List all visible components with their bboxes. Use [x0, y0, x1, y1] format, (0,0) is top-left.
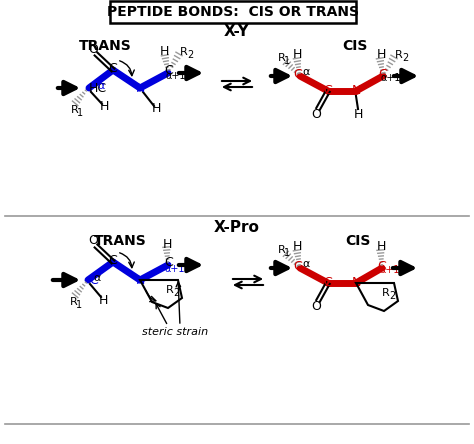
Text: X-Pro: X-Pro: [214, 221, 260, 235]
Text: N: N: [135, 274, 145, 288]
Text: C: C: [324, 277, 332, 289]
Text: α: α: [93, 273, 100, 283]
Text: C: C: [378, 259, 386, 273]
Text: N: N: [351, 84, 361, 98]
Text: 1: 1: [284, 56, 290, 66]
Text: α: α: [97, 81, 105, 91]
Text: R: R: [180, 47, 188, 57]
Text: 2: 2: [187, 50, 193, 60]
Text: R: R: [71, 105, 79, 115]
Text: α+1: α+1: [380, 265, 400, 275]
Text: TRANS: TRANS: [79, 39, 131, 53]
Text: O: O: [311, 301, 321, 313]
Text: C: C: [164, 257, 173, 270]
Text: C: C: [89, 274, 98, 286]
Text: PEPTIDE BONDS:  CIS OR TRANS: PEPTIDE BONDS: CIS OR TRANS: [107, 5, 359, 19]
Text: H: H: [292, 241, 301, 254]
Text: H: H: [292, 48, 301, 62]
Text: R: R: [278, 53, 286, 63]
Text: 1: 1: [284, 248, 290, 258]
Text: 2: 2: [389, 291, 395, 301]
Text: H: H: [376, 48, 386, 62]
Text: N: N: [135, 83, 145, 95]
Text: N: N: [351, 277, 361, 289]
Text: α: α: [302, 67, 310, 77]
Text: X-Y: X-Y: [224, 24, 250, 40]
FancyBboxPatch shape: [110, 1, 356, 23]
Text: R: R: [70, 297, 78, 307]
Text: H: H: [100, 100, 109, 114]
Text: α+1: α+1: [166, 71, 186, 81]
Text: 2: 2: [173, 288, 179, 298]
Text: H: H: [162, 238, 172, 250]
Text: C: C: [379, 67, 387, 80]
Text: R: R: [382, 288, 390, 298]
Text: O: O: [311, 107, 321, 120]
Text: H: H: [151, 103, 161, 115]
Text: α+1: α+1: [381, 73, 401, 83]
Text: H: H: [353, 107, 363, 120]
Text: 1: 1: [76, 300, 82, 310]
Text: R: R: [166, 285, 174, 295]
Text: O: O: [88, 44, 98, 56]
Text: H: H: [376, 241, 386, 254]
Text: C: C: [109, 254, 118, 266]
Text: α+1: α+1: [165, 264, 185, 274]
Text: C: C: [324, 84, 332, 98]
Text: CIS: CIS: [346, 234, 371, 248]
Text: 1: 1: [77, 108, 83, 118]
Text: H: H: [159, 45, 169, 59]
Text: C: C: [164, 64, 173, 78]
Text: O: O: [88, 234, 98, 247]
Text: R: R: [395, 50, 403, 60]
Text: steric strain: steric strain: [142, 327, 208, 337]
Text: C: C: [293, 259, 302, 273]
Text: 2: 2: [402, 53, 408, 63]
Text: TRANS: TRANS: [94, 234, 146, 248]
Text: CIS: CIS: [342, 39, 368, 53]
Text: α: α: [302, 259, 310, 269]
Text: R: R: [278, 245, 286, 255]
Text: H: H: [98, 294, 108, 308]
Text: C: C: [293, 67, 302, 80]
Text: C: C: [109, 62, 118, 75]
Text: HC: HC: [89, 82, 107, 95]
